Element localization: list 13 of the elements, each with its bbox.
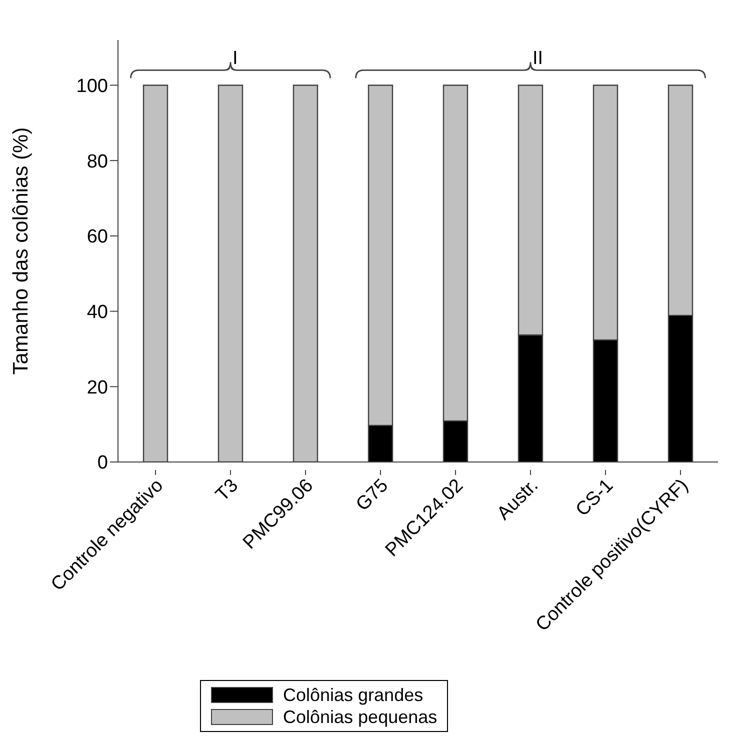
- x-tick-label: T3: [212, 475, 243, 506]
- y-tick-label: 20: [86, 377, 108, 398]
- annotation: II: [532, 48, 544, 70]
- legend-label: Colônias grandes: [283, 684, 424, 706]
- y-tick-label: 100: [76, 76, 108, 97]
- x-tick-label: G75: [352, 475, 393, 516]
- y-tick-label: 0: [97, 452, 108, 474]
- annotation: I: [232, 48, 238, 70]
- legend-label: Colônias pequenas: [283, 706, 438, 728]
- y-axis-title: Tamanho das colônias (%): [9, 127, 32, 375]
- y-tick-label: 80: [86, 151, 108, 172]
- y-tick-label: 40: [86, 302, 108, 324]
- y-tick-label: 60: [86, 226, 108, 248]
